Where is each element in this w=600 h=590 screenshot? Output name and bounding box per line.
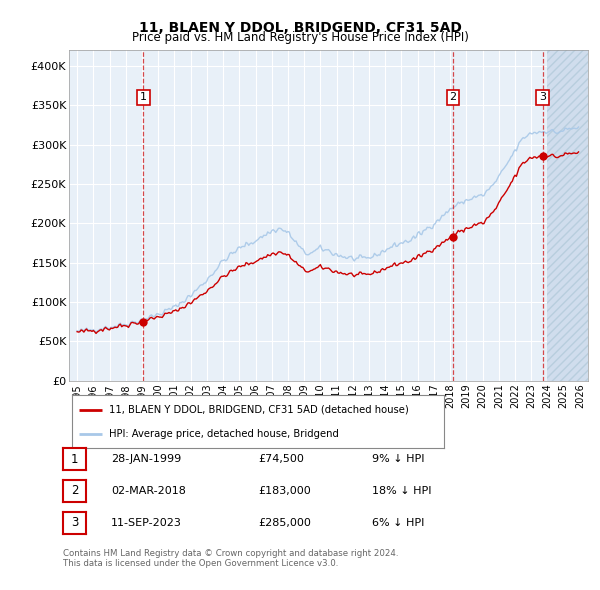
Bar: [547, 50, 588, 381]
Text: HPI: Average price, detached house, Bridgend: HPI: Average price, detached house, Brid…: [109, 429, 339, 439]
Text: 1: 1: [140, 93, 147, 102]
Text: 18% ↓ HPI: 18% ↓ HPI: [372, 486, 431, 496]
Text: 2: 2: [71, 484, 78, 497]
Text: 11-SEP-2023: 11-SEP-2023: [111, 518, 182, 527]
Text: 02-MAR-2018: 02-MAR-2018: [111, 486, 186, 496]
Text: 28-JAN-1999: 28-JAN-1999: [111, 454, 181, 464]
Text: 3: 3: [71, 516, 78, 529]
Text: 2: 2: [449, 93, 457, 102]
Text: 9% ↓ HPI: 9% ↓ HPI: [372, 454, 425, 464]
Text: 6% ↓ HPI: 6% ↓ HPI: [372, 518, 424, 527]
Text: £285,000: £285,000: [258, 518, 311, 527]
Text: Price paid vs. HM Land Registry's House Price Index (HPI): Price paid vs. HM Land Registry's House …: [131, 31, 469, 44]
Text: Contains HM Land Registry data © Crown copyright and database right 2024.: Contains HM Land Registry data © Crown c…: [63, 549, 398, 558]
Text: 11, BLAEN Y DDOL, BRIDGEND, CF31 5AD (detached house): 11, BLAEN Y DDOL, BRIDGEND, CF31 5AD (de…: [109, 405, 409, 415]
Text: 1: 1: [71, 453, 78, 466]
Text: 11, BLAEN Y DDOL, BRIDGEND, CF31 5AD: 11, BLAEN Y DDOL, BRIDGEND, CF31 5AD: [139, 21, 461, 35]
Text: 3: 3: [539, 93, 546, 102]
Text: £74,500: £74,500: [258, 454, 304, 464]
Text: £183,000: £183,000: [258, 486, 311, 496]
Text: This data is licensed under the Open Government Licence v3.0.: This data is licensed under the Open Gov…: [63, 559, 338, 568]
